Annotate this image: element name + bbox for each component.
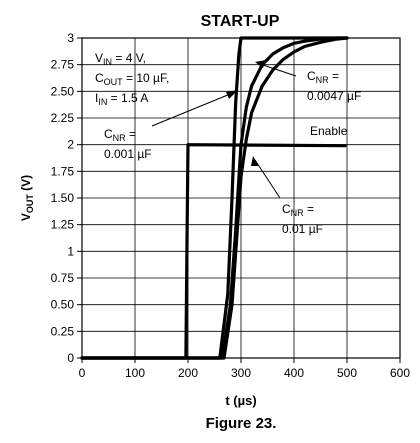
label-enable: Enable <box>310 124 348 138</box>
label-cnr-00047-title: CNR = <box>307 69 339 85</box>
y-tick-label: 1.75 <box>51 164 75 178</box>
y-tick-label: 2.50 <box>51 84 75 98</box>
arrowhead-cnr-0001 <box>226 90 238 99</box>
y-tick-label: 1.50 <box>51 191 75 205</box>
y-tick-label: 0.25 <box>51 324 75 338</box>
series-line-3 <box>80 36 349 360</box>
leader-cnr-0001 <box>151 91 236 127</box>
arrowheads <box>226 60 266 166</box>
conditions-annotation: VIN = 4 V, COUT = 10 µF, IIN = 1.5 A <box>95 51 169 107</box>
leader-cnr-001 <box>254 159 281 199</box>
x-tick-label: 600 <box>390 366 410 380</box>
y-tick-label: 1 <box>67 244 74 258</box>
x-axis-label: t (µs) <box>225 393 256 408</box>
x-tick-label: 500 <box>337 366 357 380</box>
y-tick-label: 2 <box>67 138 74 152</box>
x-tick-label: 200 <box>178 366 198 380</box>
y-tick-label: 2.25 <box>51 111 75 125</box>
x-tick-label: 300 <box>231 366 251 380</box>
arrowhead-cnr-001 <box>251 156 259 166</box>
condition-cout: COUT = 10 µF, <box>95 71 169 87</box>
label-cnr-001-value: 0.01 µF <box>282 222 323 236</box>
series-line-1 <box>80 36 349 360</box>
figure-caption: Figure 23. <box>206 415 277 432</box>
arrowhead-cnr-00047 <box>255 60 266 68</box>
chart-title: START-UP <box>201 13 280 30</box>
axis-ticks: 0 100 200 300 400 500 600 0 0.25 0.50 0.75 1 1.25 1.5… <box>51 31 411 380</box>
y-tick-label: 1.25 <box>51 218 75 232</box>
y-axis-label: VOUT (V) <box>19 175 35 221</box>
leader-lines <box>151 63 297 199</box>
x-tick-label: 400 <box>284 366 304 380</box>
y-tick-label: 0.75 <box>51 271 75 285</box>
y-tick-label: 0 <box>67 351 74 365</box>
condition-vin: VIN = 4 V, <box>95 51 146 67</box>
y-tick-label: 2.75 <box>51 58 75 72</box>
label-cnr-00047-value: 0.0047 µF <box>307 89 361 103</box>
label-cnr-001-title: CNR = <box>282 202 314 218</box>
condition-iin: IIN = 1.5 A <box>95 91 148 107</box>
label-cnr-0001-value: 0.001 µF <box>104 147 152 161</box>
x-tick-label: 0 <box>79 366 86 380</box>
label-cnr-0001-title: CNR = <box>104 127 136 143</box>
y-tick-label: 3 <box>67 31 74 45</box>
y-tick-label: 0.50 <box>51 298 75 312</box>
x-tick-label: 100 <box>125 366 145 380</box>
leader-cnr-00047 <box>259 63 297 77</box>
